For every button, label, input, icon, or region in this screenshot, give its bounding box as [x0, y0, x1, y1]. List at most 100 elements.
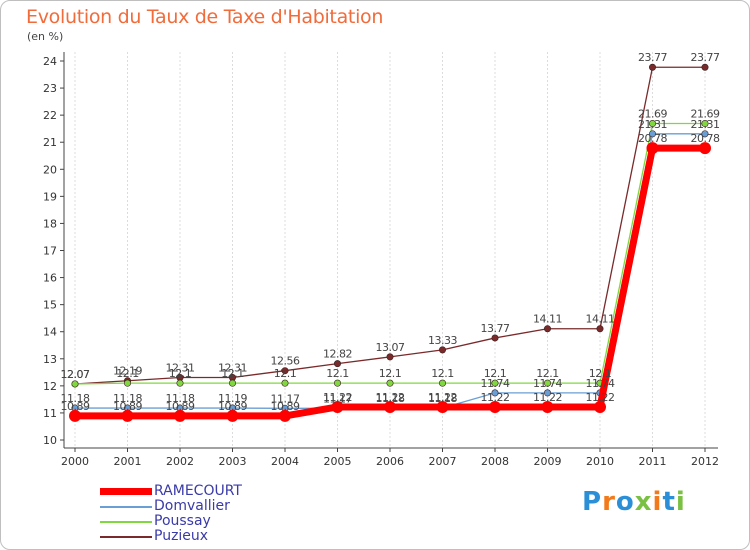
y-tick-label: 10 [43, 434, 57, 447]
data-label: 21.31 [691, 118, 720, 131]
data-label: 11.22 [323, 391, 352, 404]
legend: RAMECOURT Domvallier Poussay Puzieux [100, 484, 400, 544]
data-label: 11.18 [61, 392, 90, 405]
data-point [386, 353, 394, 361]
data-point [69, 409, 81, 422]
y-tick-label: 18 [43, 217, 57, 230]
data-label: 11.74 [533, 377, 562, 390]
data-label: 10.89 [61, 400, 90, 413]
data-point [543, 325, 551, 333]
data-label: 11.18 [428, 392, 457, 405]
data-point [384, 400, 396, 413]
data-label: 11.22 [481, 391, 510, 404]
data-label: 11.17 [271, 392, 300, 405]
y-tick-label: 22 [43, 109, 57, 122]
legend-label: RAMECOURT [154, 483, 242, 499]
y-tick-label: 15 [43, 299, 57, 312]
data-label: 11.22 [428, 391, 457, 404]
proxiti-logo: Proxiti [582, 487, 686, 517]
x-tick-label: 2009 [534, 455, 562, 468]
data-labels: 10.89 10.89 10.89 10.89 10.89 11.22 11.22 11.22… [61, 51, 721, 413]
data-label: 13.33 [428, 334, 457, 347]
data-point [543, 379, 551, 387]
data-label: 12.1 [379, 367, 402, 380]
legend-label: Poussay [154, 513, 211, 529]
data-point [281, 367, 289, 375]
legend-swatch [100, 536, 152, 538]
data-point [491, 389, 499, 397]
data-point [333, 379, 341, 387]
data-point [438, 379, 446, 387]
legend-swatch [100, 521, 152, 523]
data-label: 11.17 [323, 392, 352, 405]
data-label: 11.18 [113, 392, 142, 405]
data-label: 13.07 [376, 341, 405, 354]
data-point [543, 389, 551, 397]
data-label: 20.78 [638, 132, 667, 145]
data-point [701, 63, 709, 71]
data-point [279, 409, 291, 422]
legend-swatch [100, 488, 152, 495]
legend-item-ramecourt: RAMECOURT [100, 484, 400, 499]
data-label: 11.19 [218, 392, 247, 405]
x-tick-label: 2011 [639, 455, 667, 468]
legend-swatch [100, 506, 152, 508]
data-label: 12.1 [431, 367, 454, 380]
x-tick-label: 2005 [324, 455, 352, 468]
x-tick-label: 2003 [219, 455, 247, 468]
data-point [491, 379, 499, 387]
x-tick-label: 2010 [586, 455, 614, 468]
data-point [121, 409, 134, 422]
data-label: 21.69 [691, 108, 720, 121]
y-tick-label: 12 [43, 380, 57, 393]
data-label: 21.69 [638, 108, 667, 121]
data-label: 12.1 [274, 367, 297, 380]
x-tick-label: 2007 [429, 455, 457, 468]
data-label: 11.22 [586, 391, 615, 404]
y-tick-label: 14 [43, 326, 57, 339]
y-tick-label: 21 [43, 136, 57, 149]
y-tick-label: 24 [43, 55, 57, 68]
data-label: 10.89 [218, 400, 247, 413]
legend-item-poussay: Poussay [100, 514, 400, 529]
data-label: 11.74 [586, 377, 615, 390]
data-label: 12.56 [271, 355, 300, 368]
data-label: 12.82 [323, 348, 352, 361]
data-point [701, 120, 709, 128]
unit-label: (en %) [27, 30, 64, 43]
data-label: 20.78 [691, 132, 720, 145]
data-point [176, 379, 184, 387]
data-point [699, 142, 711, 155]
data-point [281, 379, 289, 387]
data-label: 13.77 [481, 322, 510, 335]
data-point [436, 400, 449, 413]
data-point [386, 379, 394, 387]
data-point [648, 63, 656, 71]
data-point [646, 142, 659, 155]
data-label: 12.1 [116, 367, 139, 380]
data-label: 10.89 [271, 400, 300, 413]
data-label: 10.89 [113, 400, 142, 413]
data-label: 23.77 [691, 51, 720, 64]
data-point [648, 120, 656, 128]
y-tick-label: 23 [43, 82, 57, 95]
data-label: 12.1 [326, 367, 349, 380]
legend-item-puzieux: Puzieux [100, 529, 400, 544]
y-tick-label: 11 [43, 407, 57, 420]
data-label: 12.19 [113, 365, 142, 378]
data-point [701, 130, 709, 138]
data-point [541, 400, 554, 413]
x-tick-label: 2004 [271, 455, 299, 468]
data-label: 12.07 [61, 368, 90, 381]
data-point [596, 325, 604, 333]
data-point [489, 400, 501, 413]
logo-text: Proxiti [582, 487, 686, 517]
data-label: 12.1 [484, 367, 507, 380]
data-point [174, 409, 186, 422]
data-label: 11.22 [533, 391, 562, 404]
data-label: 11.22 [376, 391, 405, 404]
data-label: 14.11 [586, 313, 615, 326]
series-group [69, 63, 711, 422]
y-tick-label: 20 [43, 163, 57, 176]
